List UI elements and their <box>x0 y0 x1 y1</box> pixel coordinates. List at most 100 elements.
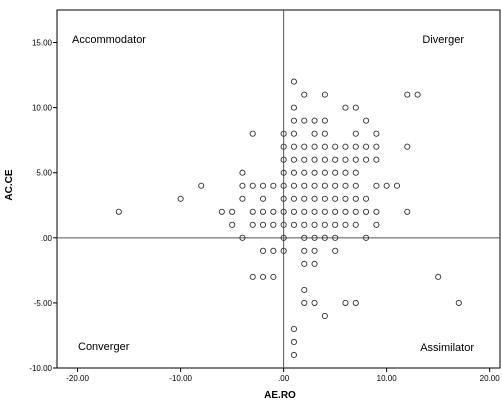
data-point <box>332 143 339 150</box>
data-point <box>332 247 339 254</box>
data-point <box>280 221 287 228</box>
data-point <box>239 169 246 176</box>
data-point <box>321 130 328 137</box>
data-point <box>363 234 370 241</box>
data-point <box>373 156 380 163</box>
data-point <box>352 143 359 150</box>
data-point <box>280 156 287 163</box>
x-tick-label: 20.00 <box>480 374 501 383</box>
data-point <box>373 208 380 215</box>
data-point <box>311 260 318 267</box>
data-point <box>301 221 308 228</box>
data-point <box>342 169 349 176</box>
data-point <box>311 234 318 241</box>
data-point <box>332 182 339 189</box>
data-point <box>321 312 328 319</box>
data-point <box>259 195 267 202</box>
data-point <box>352 156 359 163</box>
data-point <box>342 299 349 306</box>
plot-area <box>56 9 501 369</box>
data-point <box>414 91 421 98</box>
data-point <box>270 182 277 189</box>
data-point <box>321 221 328 228</box>
y-axis-title: AC.CE <box>4 169 15 200</box>
data-point <box>218 208 225 215</box>
data-point <box>280 247 287 254</box>
data-point <box>311 143 318 150</box>
data-point <box>301 169 308 176</box>
data-point <box>311 117 318 124</box>
data-point <box>311 208 318 215</box>
data-point <box>280 143 287 150</box>
data-point <box>290 130 298 137</box>
y-tick-label: 10.00 <box>32 104 53 113</box>
data-point <box>321 91 328 98</box>
data-point <box>290 182 298 189</box>
data-point <box>321 234 328 241</box>
data-point <box>270 208 277 215</box>
data-point <box>290 338 298 346</box>
data-point <box>321 117 328 124</box>
reference-lines <box>57 10 500 368</box>
data-point <box>229 221 236 228</box>
data-point <box>373 130 380 137</box>
data-point <box>301 117 308 124</box>
data-point <box>342 143 349 150</box>
data-point <box>290 169 298 176</box>
x-axis-ticks: -20.00 -10.00 .00 10.00 20.00 <box>66 368 500 383</box>
data-point <box>363 208 370 215</box>
data-point <box>321 195 328 202</box>
data-point <box>352 130 359 137</box>
data-point <box>301 156 308 163</box>
data-point <box>342 195 349 202</box>
quadrant-label-diverger: Diverger <box>422 34 464 46</box>
data-point <box>229 208 236 215</box>
data-point <box>373 221 380 228</box>
data-point <box>342 104 349 111</box>
data-point <box>321 156 328 163</box>
data-point <box>239 182 246 189</box>
data-point <box>352 299 359 306</box>
data-point <box>311 182 318 189</box>
data-point <box>352 195 359 202</box>
x-tick-label: -20.00 <box>66 374 89 383</box>
data-point <box>332 156 339 163</box>
data-point <box>301 299 308 306</box>
data-point <box>311 130 318 137</box>
data-point <box>259 273 267 280</box>
data-point <box>301 195 308 202</box>
data-point <box>311 169 318 176</box>
data-point <box>332 195 339 202</box>
data-point <box>301 286 308 293</box>
data-point <box>290 156 298 163</box>
quadrant-label-accommodator: Accommodator <box>72 34 146 46</box>
data-point <box>363 117 370 124</box>
data-point <box>332 169 339 176</box>
data-point <box>332 208 339 215</box>
data-points <box>115 78 462 359</box>
data-point <box>290 195 298 202</box>
data-point <box>290 208 298 215</box>
x-tick-label: 10.00 <box>377 374 398 383</box>
data-point <box>290 78 298 85</box>
data-point <box>301 143 308 150</box>
data-point <box>290 221 298 228</box>
data-point <box>311 195 318 202</box>
data-point <box>352 208 359 215</box>
data-point <box>290 143 298 150</box>
y-tick-label: .00 <box>41 234 53 243</box>
data-point <box>373 143 380 150</box>
x-axis-title: AE.RO <box>264 390 296 401</box>
data-point <box>301 182 308 189</box>
data-point <box>393 182 401 189</box>
data-point <box>311 156 318 163</box>
data-point <box>363 156 370 163</box>
data-point <box>352 221 359 228</box>
data-point <box>259 221 267 228</box>
data-point <box>290 351 298 359</box>
y-axis-ticks: 15.00 10.00 5.00 .00 -5.00 -10.00 <box>29 39 57 373</box>
data-point <box>259 208 267 215</box>
data-point <box>342 208 349 215</box>
data-point <box>352 104 359 111</box>
